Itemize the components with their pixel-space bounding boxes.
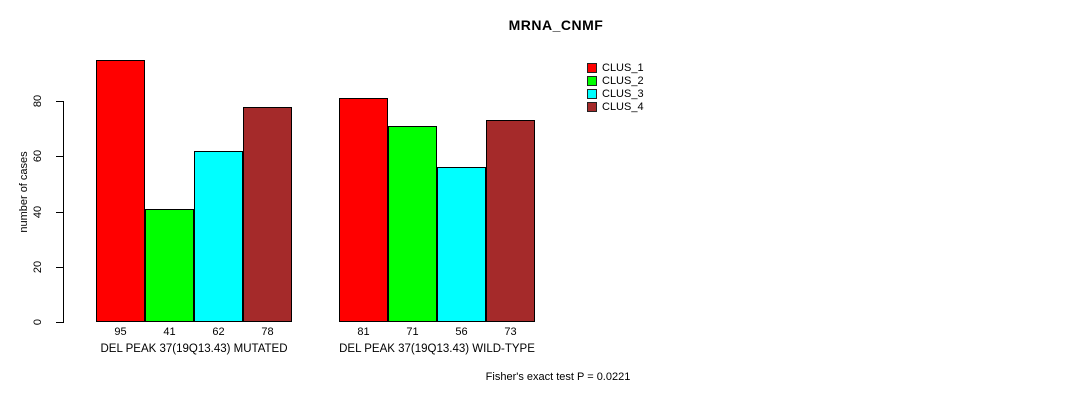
bar-clus_3-group1 (194, 150, 243, 322)
y-tick-mark (56, 101, 63, 102)
legend: CLUS_1 CLUS_2 CLUS_3 CLUS_4 (587, 61, 644, 113)
legend-item: CLUS_1 (587, 61, 644, 74)
y-tick-label: 60 (32, 150, 44, 163)
category-label: DEL PEAK 37(19Q13.43) MUTATED (100, 343, 288, 355)
legend-label: CLUS_1 (602, 61, 644, 74)
legend-label: CLUS_4 (602, 100, 644, 113)
legend-swatch (587, 101, 597, 112)
bar-value-label: 41 (163, 326, 176, 338)
y-tick-label: 80 (32, 94, 44, 108)
legend-label: CLUS_3 (602, 87, 644, 100)
y-tick-mark (56, 211, 63, 213)
y-tick-mark (56, 266, 63, 268)
legend-swatch (587, 75, 597, 86)
bar-value-label: 56 (455, 326, 468, 338)
bar-value-label: 71 (406, 326, 419, 338)
y-tick-label: 20 (32, 260, 44, 273)
bar-value-label: 81 (357, 326, 370, 338)
y-tick-label: 0 (32, 318, 44, 326)
y-tick-mark (56, 322, 63, 323)
bar-value-label: 62 (212, 326, 225, 338)
bar-clus_4-group1 (243, 106, 292, 322)
chart-title: MRNA_CNMF (508, 17, 604, 33)
legend-label: CLUS_2 (602, 74, 644, 87)
y-tick-label: 40 (32, 205, 44, 218)
bar-value-label: 73 (504, 326, 517, 338)
bar-clus_2-group1 (145, 208, 194, 322)
legend-swatch (587, 88, 597, 99)
legend-item: CLUS_3 (587, 87, 644, 100)
stat-annotation: Fisher's exact test P = 0.0221 (485, 371, 631, 383)
y-axis-label: number of cases (18, 151, 30, 233)
legend-swatch (587, 62, 597, 73)
bar-clus_1-group1 (96, 59, 145, 322)
bar-clus_3-group2 (437, 167, 486, 322)
category-label: DEL PEAK 37(19Q13.43) WILD-TYPE (339, 343, 535, 355)
y-tick-mark (56, 156, 63, 158)
legend-item: CLUS_4 (587, 100, 644, 113)
bar-clus_1-group2 (339, 98, 388, 322)
bar-clus_4-group2 (486, 120, 535, 322)
bar-value-label: 95 (114, 326, 127, 338)
y-axis-line (63, 101, 64, 323)
legend-item: CLUS_2 (587, 74, 644, 87)
bar-value-label: 78 (261, 326, 274, 338)
bar-clus_2-group2 (388, 125, 437, 322)
